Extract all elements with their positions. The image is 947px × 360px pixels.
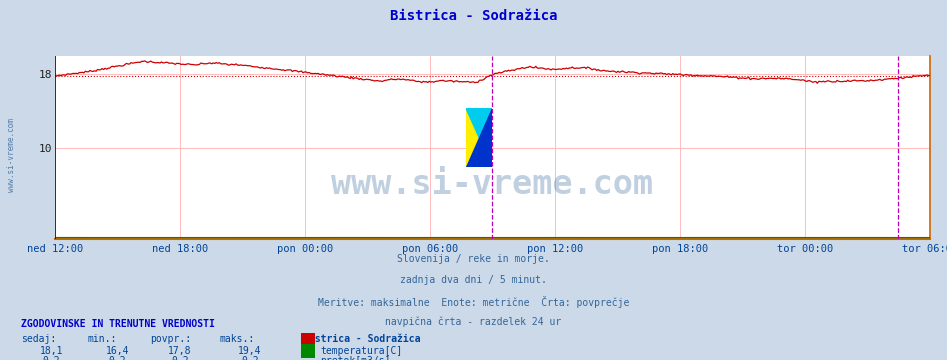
Text: 0,2: 0,2 [109,356,126,360]
Text: 18,1: 18,1 [40,346,63,356]
Polygon shape [466,108,479,167]
Text: 0,2: 0,2 [171,356,188,360]
Text: 19,4: 19,4 [239,346,261,356]
Text: navpična črta - razdelek 24 ur: navpična črta - razdelek 24 ur [385,316,562,327]
Text: min.:: min.: [87,334,116,344]
Polygon shape [466,108,492,138]
Text: www.si-vreme.com: www.si-vreme.com [7,118,16,192]
Text: 0,2: 0,2 [43,356,60,360]
Text: zadnja dva dni / 5 minut.: zadnja dva dni / 5 minut. [400,275,547,285]
Text: sedaj:: sedaj: [21,334,56,344]
Text: www.si-vreme.com: www.si-vreme.com [331,168,653,201]
Text: 17,8: 17,8 [169,346,191,356]
Text: Bistrica - Sodražica: Bistrica - Sodražica [303,334,420,344]
Text: Bistrica - Sodražica: Bistrica - Sodražica [390,9,557,23]
Text: maks.:: maks.: [220,334,255,344]
Text: 0,2: 0,2 [241,356,259,360]
Text: ZGODOVINSKE IN TRENUTNE VREDNOSTI: ZGODOVINSKE IN TRENUTNE VREDNOSTI [21,319,215,329]
Text: 16,4: 16,4 [106,346,129,356]
Text: pretok[m3/s]: pretok[m3/s] [320,356,390,360]
Text: Meritve: maksimalne  Enote: metrične  Črta: povprečje: Meritve: maksimalne Enote: metrične Črta… [318,296,629,307]
Text: temperatura[C]: temperatura[C] [320,346,402,356]
Text: povpr.:: povpr.: [150,334,190,344]
Polygon shape [466,108,492,167]
Text: Slovenija / reke in morje.: Slovenija / reke in morje. [397,254,550,264]
